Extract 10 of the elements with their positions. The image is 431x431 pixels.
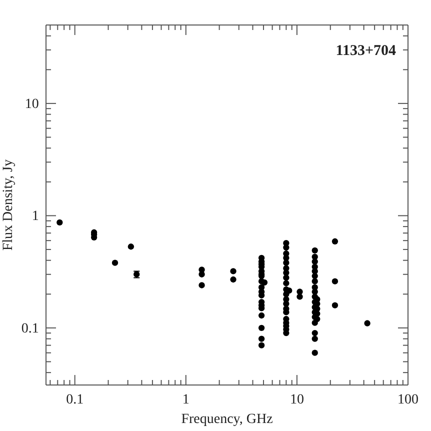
y-tick-label: 10 xyxy=(24,96,39,112)
y-tick-label: 0.1 xyxy=(21,321,39,336)
x-tick-label: 1 xyxy=(182,392,190,408)
y-axis-title: Flux Density, Jy xyxy=(1,159,16,251)
x-axis-title: Frequency, GHz xyxy=(181,412,273,427)
x-tick-label: 0.1 xyxy=(66,392,84,408)
x-tick-label: 100 xyxy=(398,392,418,408)
y-tick-label: 1 xyxy=(32,209,39,224)
x-tick-label: 10 xyxy=(290,392,304,408)
text: 1133+704 xyxy=(336,43,396,59)
